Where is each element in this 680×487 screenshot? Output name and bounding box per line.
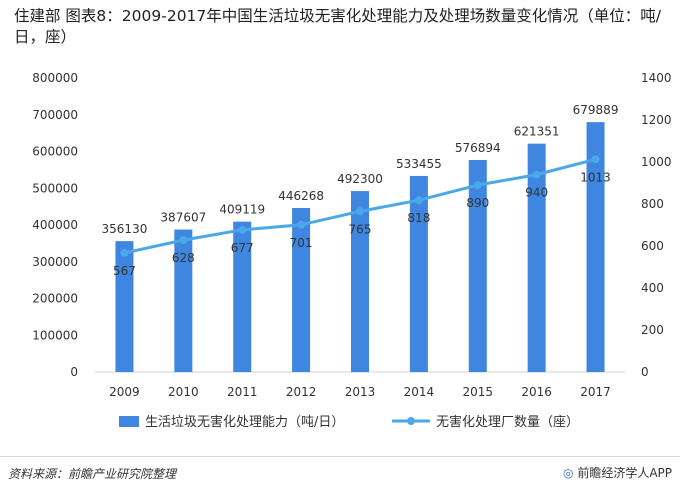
brand-text: 前瞻经济学人APP <box>577 466 672 480</box>
left-axis-tick-label: 100000 <box>32 328 78 342</box>
bar-data-label: 446268 <box>278 189 324 203</box>
x-axis-tick-label: 2017 <box>580 385 611 399</box>
bar-data-label: 576894 <box>455 141 501 155</box>
chart-title: 住建部 图表8：2009-2017年中国生活垃圾无害化处理能力及处理场数量变化情… <box>14 7 661 46</box>
bar-data-label: 356130 <box>102 222 148 236</box>
x-axis-tick-label: 2016 <box>521 385 552 399</box>
line-data-label: 677 <box>231 241 254 255</box>
bar <box>409 175 428 372</box>
x-axis-tick-label: 2009 <box>109 385 140 399</box>
x-axis-tick-label: 2015 <box>463 385 494 399</box>
right-axis-tick-label: 1400 <box>641 71 672 85</box>
bar <box>292 207 311 372</box>
bar <box>468 159 487 372</box>
legend-label-line: 无害化处理厂数量（座） <box>436 414 579 430</box>
line-data-label: 890 <box>466 196 489 210</box>
left-axis-tick-label: 800000 <box>32 71 78 85</box>
line-data-label: 1013 <box>580 170 611 184</box>
line-data-label: 701 <box>290 236 313 250</box>
line-data-label: 940 <box>525 186 548 200</box>
bar <box>115 241 134 372</box>
legend-swatch-bar <box>119 416 139 427</box>
line-point <box>356 207 364 216</box>
line-point <box>120 248 129 257</box>
source-note: 资料来源：前瞻产业研究院整理 <box>8 467 177 481</box>
line-point <box>238 225 247 234</box>
x-axis-tick-label: 2014 <box>404 385 435 399</box>
line-point <box>297 220 306 229</box>
bar-data-label: 533455 <box>396 157 442 171</box>
right-axis-tick-label: 1000 <box>641 155 672 169</box>
bar <box>174 229 193 372</box>
bar <box>586 122 605 372</box>
line-data-label: 628 <box>172 251 195 265</box>
bar-data-label: 409119 <box>219 203 265 217</box>
x-axis-tick-label: 2011 <box>227 385 258 399</box>
left-axis-tick-label: 400000 <box>32 218 78 232</box>
right-axis-tick-label: 1200 <box>641 113 672 127</box>
left-axis-tick-label: 300000 <box>32 255 78 269</box>
x-axis-tick-label: 2012 <box>286 385 317 399</box>
bar-data-label: 679889 <box>573 103 619 117</box>
right-axis-tick-label: 200 <box>641 323 664 337</box>
bar <box>233 221 252 372</box>
x-axis-tick-label: 2013 <box>345 385 376 399</box>
right-axis-tick-label: 600 <box>641 239 664 253</box>
left-axis-tick-label: 200000 <box>32 292 78 306</box>
right-axis-tick-label: 800 <box>641 197 664 211</box>
line-point <box>532 170 541 179</box>
line-data-label: 567 <box>113 264 136 278</box>
brand-logo-icon: ◎ <box>563 466 574 480</box>
line-point <box>179 236 188 245</box>
right-axis-tick-label: 400 <box>641 281 664 295</box>
bar <box>351 191 369 372</box>
chart: 0 100000 200000 300000 400000 500000 600000 700… <box>32 71 672 430</box>
line-point <box>473 181 482 190</box>
footer: 资料来源：前瞻产业研究院整理 ◎ 前瞻经济学人APP <box>0 456 680 487</box>
left-axis-tick-label: 600000 <box>32 145 78 159</box>
x-axis-tick-label: 2010 <box>168 385 199 399</box>
line-point <box>414 196 423 205</box>
line-data-label: 818 <box>407 211 430 225</box>
left-axis-tick-label: 500000 <box>32 181 78 195</box>
left-axis-tick-label: 700000 <box>32 108 78 122</box>
right-axis-tick-label: 0 <box>641 365 649 379</box>
bar-data-label: 621351 <box>514 125 560 139</box>
bar-data-label: 387607 <box>160 211 206 225</box>
line-data-label: 765 <box>349 222 372 236</box>
bar <box>527 143 546 372</box>
line-point <box>591 155 600 164</box>
brand: ◎ 前瞻经济学人APP <box>563 464 672 481</box>
legend-line-marker <box>407 417 415 425</box>
bar-data-label: 492300 <box>337 172 383 186</box>
left-axis-tick-label: 0 <box>70 365 78 379</box>
legend-label-bar: 生活垃圾无害化处理能力（吨/日） <box>145 414 344 430</box>
